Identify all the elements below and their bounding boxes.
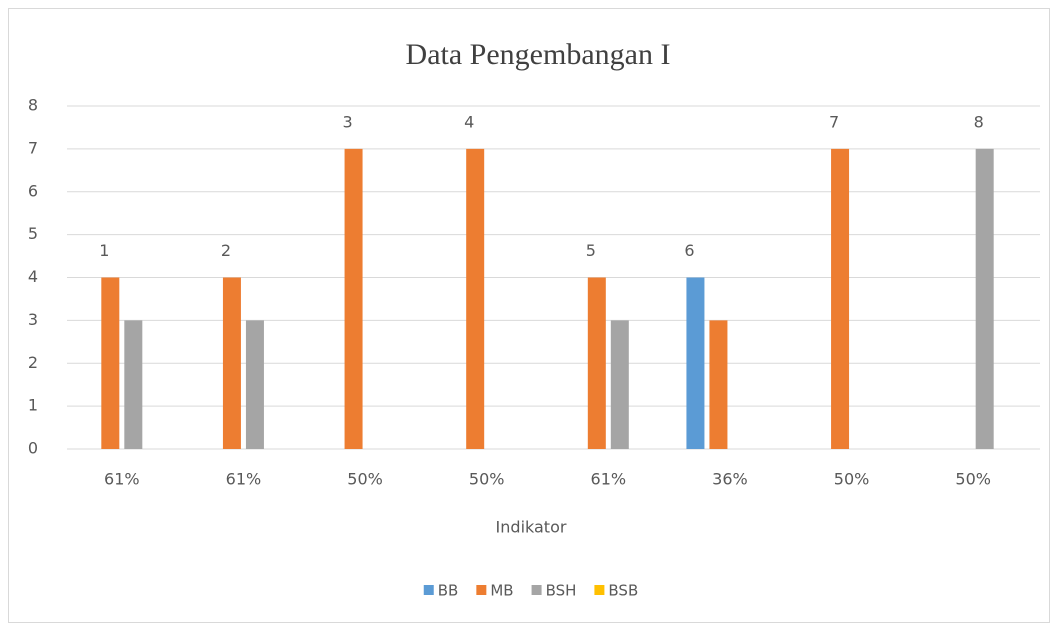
- bar: [831, 148, 850, 449]
- bar: [466, 148, 485, 449]
- y-tick-label: 4: [28, 267, 38, 286]
- y-tick-label: 1: [28, 396, 38, 415]
- chart-title: Data Pengembangan I: [406, 38, 671, 71]
- bar: [587, 277, 606, 449]
- bar: [245, 320, 264, 449]
- legend-swatch: [531, 585, 542, 595]
- annotation: 4: [464, 112, 474, 131]
- annotation: 6: [684, 241, 694, 260]
- x-tick-label: 61%: [591, 470, 627, 489]
- bar: [344, 148, 363, 449]
- y-tick-label: 2: [28, 353, 38, 372]
- legend-label: MB: [490, 582, 513, 600]
- x-tick-label: 50%: [469, 470, 505, 489]
- annotation: 2: [221, 241, 231, 260]
- annotation: 7: [829, 112, 839, 131]
- chart-border: [8, 8, 1050, 623]
- x-tick-label: 61%: [226, 470, 262, 489]
- bar: [709, 320, 728, 449]
- y-tick-label: 7: [28, 138, 38, 157]
- bar: [610, 320, 629, 449]
- x-tick-label: 50%: [347, 470, 383, 489]
- legend-swatch: [476, 585, 487, 595]
- y-tick-label: 3: [28, 310, 38, 329]
- x-tick-label: 36%: [712, 470, 748, 489]
- legend-swatch: [423, 585, 434, 595]
- bar: [101, 277, 120, 449]
- y-tick-label: 8: [28, 96, 38, 115]
- y-tick-label: 0: [28, 439, 38, 458]
- x-tick-label: 50%: [834, 470, 870, 489]
- legend-label: BSH: [546, 582, 577, 600]
- legend-label: BSB: [608, 582, 638, 600]
- x-tick-label: 61%: [104, 470, 140, 489]
- annotation: 5: [586, 241, 596, 260]
- bar: [975, 148, 994, 449]
- y-tick-label: 5: [28, 224, 38, 243]
- x-tick-label: 50%: [955, 470, 991, 489]
- bar: [124, 320, 143, 449]
- y-tick-label: 6: [28, 181, 38, 200]
- legend-label: BB: [438, 582, 459, 600]
- legend-swatch: [594, 585, 605, 595]
- annotation: 1: [99, 241, 109, 260]
- x-axis-title: Indikator: [496, 518, 567, 537]
- bar: [686, 277, 705, 449]
- annotation: 3: [342, 112, 352, 131]
- bar: [222, 277, 241, 449]
- annotation: 8: [974, 112, 984, 131]
